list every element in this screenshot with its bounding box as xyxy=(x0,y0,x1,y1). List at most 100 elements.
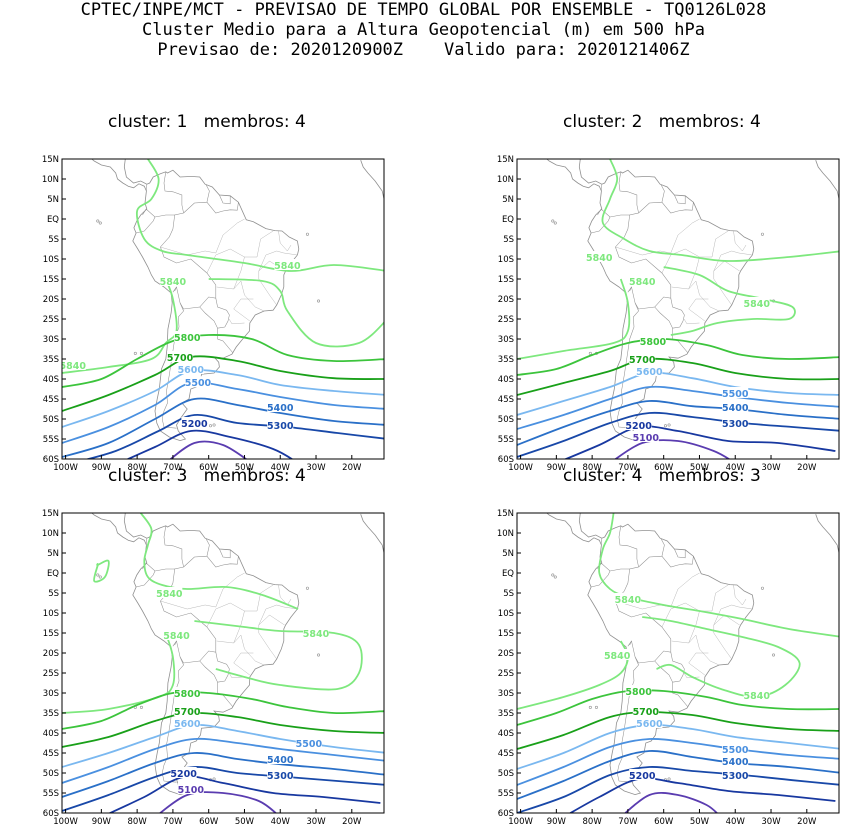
state-border xyxy=(234,299,254,321)
country-border xyxy=(662,202,694,213)
lat-label: 5N xyxy=(47,195,59,205)
panel-title: cluster: 1 membros: 4 xyxy=(108,112,306,132)
country-border xyxy=(164,172,184,213)
map-plot: 5840584058405800570056005500540053005200… xyxy=(0,134,392,480)
country-border xyxy=(143,563,175,571)
main-title: CPTEC/INPE/MCT - PREVISAO DE TEMPO GLOBA… xyxy=(0,0,847,20)
country-border xyxy=(219,549,230,558)
lat-label: 20S xyxy=(43,295,59,305)
contour-5300 xyxy=(517,413,843,457)
lat-label: 20S xyxy=(43,649,59,659)
lat-label: 30S xyxy=(43,689,59,699)
contour-5100 xyxy=(166,441,252,463)
country-border xyxy=(218,328,233,353)
state-border xyxy=(672,635,720,665)
contour-label: 5700 xyxy=(629,355,656,366)
contour-label: 5700 xyxy=(174,707,201,718)
contour-label: 5500 xyxy=(185,378,212,389)
contour-label: 5840 xyxy=(274,261,301,272)
island-outline xyxy=(97,220,99,222)
lat-label: EQ xyxy=(502,569,514,579)
lat-label: 10N xyxy=(42,529,59,539)
contour-label: 5100 xyxy=(633,433,660,444)
island-outline xyxy=(120,134,158,139)
island-outline xyxy=(668,778,670,780)
country-border xyxy=(655,298,685,328)
island-outline xyxy=(772,654,774,656)
contour-label: 5800 xyxy=(625,687,652,698)
lat-label: EQ xyxy=(47,215,59,225)
map-plot: 5840584058405800570056005500540053005200… xyxy=(455,488,847,834)
state-border xyxy=(234,585,273,643)
contour-label: 5300 xyxy=(722,771,749,782)
lat-label: 5N xyxy=(502,195,514,205)
island-outline xyxy=(552,574,554,576)
lat-label: 10S xyxy=(43,609,59,619)
lat-label: 5S xyxy=(503,589,514,599)
lat-label: EQ xyxy=(47,569,59,579)
subtitle: Cluster Medio para a Altura Geopotencial… xyxy=(0,20,847,40)
lat-label: 5S xyxy=(48,589,59,599)
contour-label: 5100 xyxy=(178,785,205,796)
lon-label: 40W xyxy=(271,817,291,827)
contour-label: 5400 xyxy=(722,403,749,414)
state-border xyxy=(259,615,285,659)
lat-label: 20S xyxy=(498,295,514,305)
state-border xyxy=(229,319,244,324)
lon-label: 40W xyxy=(726,817,746,827)
island-outline xyxy=(589,706,591,708)
island-outline xyxy=(761,233,763,235)
contour-5600 xyxy=(517,725,843,769)
lat-label: 10S xyxy=(498,609,514,619)
island-outline xyxy=(157,139,178,146)
lat-label: 5N xyxy=(47,549,59,559)
island-outline xyxy=(157,493,178,500)
contour-label: 5600 xyxy=(178,365,205,376)
contour-5400 xyxy=(62,398,388,457)
contour-5840 xyxy=(62,633,174,713)
contour-label: 5840 xyxy=(615,595,642,606)
lat-label: 25S xyxy=(498,669,514,679)
lon-label: 80W xyxy=(583,817,603,827)
country-border xyxy=(619,526,639,567)
island-outline xyxy=(99,576,101,578)
forecast-dates: Previsao de: 2020120900Z Valido para: 20… xyxy=(0,40,847,60)
country-border xyxy=(200,298,230,328)
coastline xyxy=(531,489,754,795)
contour-5400 xyxy=(517,401,843,445)
state-border xyxy=(714,261,740,305)
contour-5300 xyxy=(62,767,388,811)
contour-5400 xyxy=(62,753,388,797)
lon-label: 60W xyxy=(654,817,674,827)
lat-label: 55S xyxy=(498,435,514,445)
state-border xyxy=(734,585,747,605)
coastline xyxy=(816,514,839,555)
country-border xyxy=(207,202,239,213)
lat-label: 25S xyxy=(43,315,59,325)
contour-label: 5840 xyxy=(160,277,187,288)
contour-label: 5840 xyxy=(60,361,87,372)
coastline xyxy=(361,514,384,555)
country-border xyxy=(674,549,685,558)
contour-label: 5840 xyxy=(629,277,656,288)
contour-5840 xyxy=(642,617,800,697)
contour-5840 xyxy=(62,279,177,373)
contour-label: 5700 xyxy=(167,353,194,364)
lat-label: 20S xyxy=(498,649,514,659)
contour-5840 xyxy=(94,561,109,582)
lat-label: 30S xyxy=(498,335,514,345)
panel-title: cluster: 4 membros: 3 xyxy=(563,466,761,486)
island-outline xyxy=(554,222,556,224)
lat-label: 5S xyxy=(48,235,59,245)
island-outline xyxy=(99,222,101,224)
state-border xyxy=(714,615,740,659)
contour-label: 5840 xyxy=(743,691,770,702)
lon-label: 50W xyxy=(690,817,710,827)
lon-label: 60W xyxy=(199,817,219,827)
contour-label: 5800 xyxy=(174,333,201,344)
lat-label: 45S xyxy=(43,749,59,759)
island-outline xyxy=(134,352,136,354)
contour-label: 5840 xyxy=(303,629,330,640)
map-plot: 5840584058405800570056005500540053005200… xyxy=(455,134,847,480)
state-border xyxy=(234,653,254,675)
